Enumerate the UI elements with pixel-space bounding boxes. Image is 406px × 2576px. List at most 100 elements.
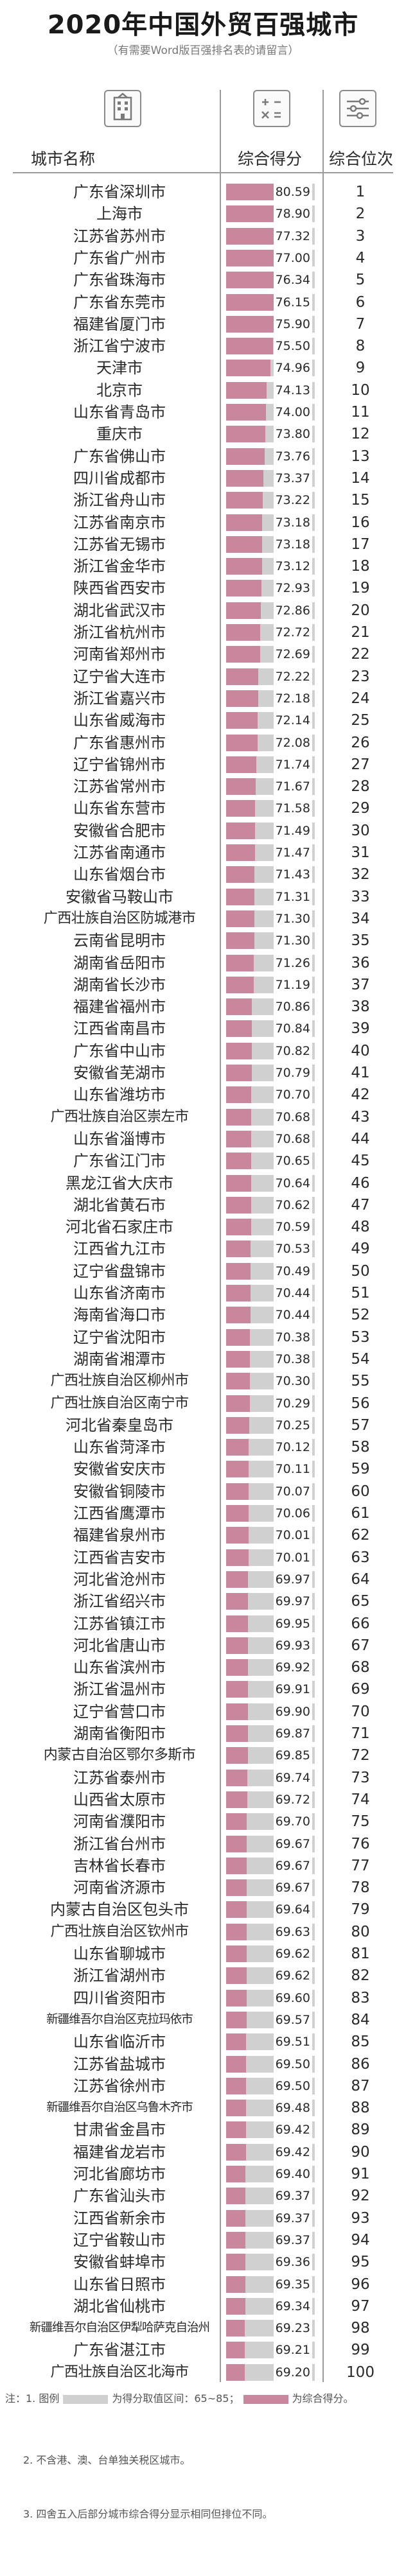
table-row: 江西省吉安市 70.01 63: [0, 1547, 406, 1569]
table-row: 新疆维吾尔自治区克拉玛依市 69.57 84: [0, 2009, 406, 2031]
score-value: 71.47: [273, 844, 312, 861]
score-bar: [226, 535, 263, 553]
score-bar-track: 69.87: [226, 1725, 315, 1742]
score-value: 71.74: [273, 756, 312, 773]
score-bar-track: 69.20: [226, 2363, 315, 2381]
rank-value: 81: [351, 1945, 370, 1962]
score-bar-track: 71.19: [226, 976, 315, 993]
score-bar-track: 69.92: [226, 1659, 315, 1676]
score-bar: [226, 2166, 246, 2182]
rank-value: 14: [351, 469, 370, 487]
city-name: 湖南省长沙市: [73, 975, 166, 994]
table-divider-right: [322, 90, 324, 2382]
city-name: 安徽省马鞍山市: [66, 887, 173, 906]
score-bar-track: 69.60: [226, 1989, 315, 2006]
score-bar: [226, 1747, 248, 1764]
score-bar-track: 74.00: [226, 404, 315, 421]
table-row: 陕西省西安市 72.93 19: [0, 577, 406, 599]
city-name: 浙江省嘉兴市: [73, 689, 166, 708]
table-row: 浙江省温州市 69.91 69: [0, 1678, 406, 1700]
score-bar-track: 72.14: [226, 712, 315, 729]
score-bar: [226, 2231, 246, 2249]
rank-value: 16: [351, 514, 370, 531]
city-name: 新疆维吾尔自治区乌鲁木齐市: [46, 2101, 193, 2115]
score-bar: [226, 293, 276, 311]
score-value: 73.18: [273, 514, 312, 531]
score-bar: [226, 1725, 248, 1742]
table-row: 山东省临沂市 69.51 85: [0, 2031, 406, 2053]
table-row: 浙江省嘉兴市 72.18 24: [0, 688, 406, 709]
table-row: 山东省济南市 70.44 51: [0, 1282, 406, 1304]
score-value: 69.93: [273, 1637, 312, 1654]
score-bar: [226, 2209, 246, 2227]
table-row: 河北省秦皇岛市 70.25 57: [0, 1414, 406, 1436]
city-name: 北京市: [96, 381, 143, 399]
city-name: 天津市: [96, 359, 143, 378]
table-row: 河北省唐山市 69.93 67: [0, 1635, 406, 1657]
score-value: 69.50: [273, 2077, 312, 2094]
city-name: 福建省福州市: [73, 998, 166, 1016]
score-bar: [226, 1901, 247, 1919]
table-row: 江苏省苏州市 77.32 3: [0, 225, 406, 247]
score-bar: [226, 249, 279, 266]
score-bar: [226, 2055, 247, 2073]
score-bar-track: 70.49: [226, 1262, 315, 1280]
city-name: 河南省济源市: [73, 1879, 166, 1897]
score-bar-track: 77.00: [226, 249, 315, 266]
table-row: 江苏省常州市 71.67 28: [0, 776, 406, 797]
score-bar: [226, 227, 281, 245]
score-value: 69.72: [273, 1791, 312, 1808]
score-value: 71.49: [273, 822, 312, 839]
city-name: 浙江省宁波市: [73, 337, 166, 356]
table-row: 河北省沧州市 69.97 64: [0, 1569, 406, 1590]
score-bar-track: 69.85: [226, 1747, 315, 1764]
city-name: 湖南省衡阳市: [73, 1725, 166, 1743]
score-bar: [226, 1505, 249, 1522]
score-bar-track: 69.67: [226, 1857, 315, 1874]
rank-value: 32: [351, 866, 370, 883]
table-row: 辽宁省鞍山市 69.37 94: [0, 2229, 406, 2251]
score-bar-track: 71.31: [226, 888, 315, 905]
score-bar-track: 76.34: [226, 272, 315, 289]
table-row: 江苏省南通市 71.47 31: [0, 842, 406, 864]
rank-value: 91: [351, 2166, 370, 2182]
score-bar-track: 69.63: [226, 1923, 315, 1940]
city-name: 辽宁省大连市: [73, 667, 166, 686]
table-row: 重庆市 73.80 12: [0, 423, 406, 445]
city-name: 内蒙古自治区鄂尔多斯市: [43, 1747, 196, 1764]
score-value: 72.72: [273, 624, 312, 641]
table-row: 福建省泉州市 70.01 62: [0, 1524, 406, 1546]
score-value: 69.42: [273, 2143, 312, 2161]
table-row: 湖北省武汉市 72.86 20: [0, 600, 406, 622]
rank-value: 12: [351, 426, 370, 443]
score-value: 70.59: [273, 1219, 312, 1236]
score-bar: [226, 734, 258, 751]
score-value: 72.08: [273, 734, 312, 751]
score-bar: [226, 2254, 246, 2271]
table-row: 山东省日照市 69.35 96: [0, 2274, 406, 2295]
city-name: 湖南省湘潭市: [73, 1350, 166, 1368]
score-bar-track: 69.50: [226, 2077, 315, 2094]
score-value: 70.65: [273, 1153, 312, 1170]
score-bar-track: 73.18: [226, 535, 315, 553]
score-bar: [226, 668, 258, 685]
table-row: 新疆维吾尔自治区乌鲁木齐市 69.48 88: [0, 2097, 406, 2119]
score-value: 70.53: [273, 1240, 312, 1258]
rank-value: 96: [351, 2276, 370, 2293]
table-row: 山东省潍坊市 70.70 42: [0, 1084, 406, 1106]
score-value: 74.13: [273, 381, 312, 399]
score-value: 69.87: [273, 1725, 312, 1742]
score-value: 70.12: [273, 1439, 312, 1456]
score-value: 69.95: [273, 1615, 312, 1632]
city-name: 江苏省泰州市: [73, 1768, 166, 1787]
score-bar-track: 70.44: [226, 1307, 315, 1324]
rank-value: 54: [351, 1350, 370, 1368]
score-bar-track: 69.37: [226, 2231, 315, 2249]
score-bar-track: 69.42: [226, 2121, 315, 2139]
table-row: 河北省廊坊市 69.40 91: [0, 2163, 406, 2185]
score-bar: [226, 448, 265, 465]
note-1-prefix: 注：1. 图例: [5, 2392, 60, 2405]
score-bar: [226, 778, 256, 796]
score-bar: [226, 602, 261, 619]
score-bar-track: 72.08: [226, 734, 315, 751]
